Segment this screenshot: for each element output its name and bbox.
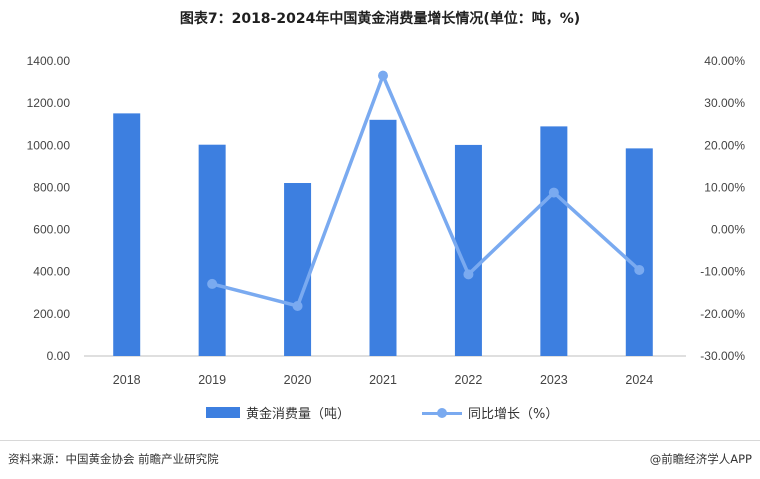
chart-title: 图表7：2018-2024年中国黄金消费量增长情况(单位：吨，%) — [179, 11, 581, 27]
brand-note: @前瞻经济学人APP — [649, 452, 752, 466]
bar-2018 — [113, 113, 141, 356]
left-axis-tick-label: 1200.00 — [27, 96, 71, 110]
bar-2021 — [369, 119, 397, 356]
right-axis-tick-label: -20.00% — [700, 307, 745, 321]
left-axis-tick-label: 800.00 — [33, 180, 70, 194]
bar-2024 — [625, 148, 653, 356]
right-axis-tick-label: 20.00% — [704, 138, 745, 152]
left-axis-tick-label: 1000.00 — [27, 138, 71, 152]
x-axis-tick-label: 2020 — [284, 373, 312, 387]
source-note: 资料来源：中国黄金协会 前瞻产业研究院 — [8, 452, 219, 466]
x-axis-tick-label: 2024 — [625, 373, 653, 387]
right-axis-tick-label: 0.00% — [711, 223, 745, 237]
left-axis-tick-label: 600.00 — [33, 223, 70, 237]
right-axis-tick-label: -10.00% — [700, 265, 745, 279]
legend-bar-swatch — [206, 407, 240, 418]
legend-bar-label: 黄金消费量（吨） — [246, 407, 351, 422]
bar-2019 — [198, 144, 226, 356]
growth-point — [548, 187, 559, 198]
legend: 黄金消费量（吨） 同比增长（%） — [0, 403, 760, 423]
x-axis-tick-label: 2019 — [198, 373, 226, 387]
legend-item-line: 同比增长（%） — [422, 403, 558, 422]
legend-line-swatch — [422, 407, 462, 419]
right-axis-tick-label: 10.00% — [704, 180, 745, 194]
growth-point — [292, 300, 303, 311]
growth-point — [378, 70, 388, 81]
left-axis-tick-label: 0.00 — [47, 349, 71, 363]
x-axis-tick-label: 2023 — [540, 373, 568, 387]
x-axis-tick-label: 2018 — [113, 373, 141, 387]
right-axis-tick-label: 30.00% — [704, 96, 745, 110]
right-axis-tick-label: 40.00% — [704, 54, 745, 68]
bar-2020 — [284, 183, 312, 356]
left-axis-tick-label: 200.00 — [33, 307, 70, 321]
x-axis-tick-label: 2021 — [369, 373, 397, 387]
legend-line-label: 同比增长（%） — [468, 407, 559, 422]
growth-line — [211, 73, 641, 308]
left-axis-tick-label: 400.00 — [33, 265, 70, 279]
right-axis-tick-label: -30.00% — [700, 349, 745, 363]
x-axis-tick-label: 2022 — [455, 373, 483, 387]
left-axis-tick-label: 1400.00 — [27, 54, 71, 68]
growth-point — [463, 269, 474, 280]
bar-2023 — [540, 126, 568, 356]
footer-divider — [0, 440, 760, 441]
legend-item-bar: 黄金消费量（吨） — [206, 403, 350, 422]
growth-point — [207, 278, 218, 289]
growth-point — [634, 264, 645, 275]
